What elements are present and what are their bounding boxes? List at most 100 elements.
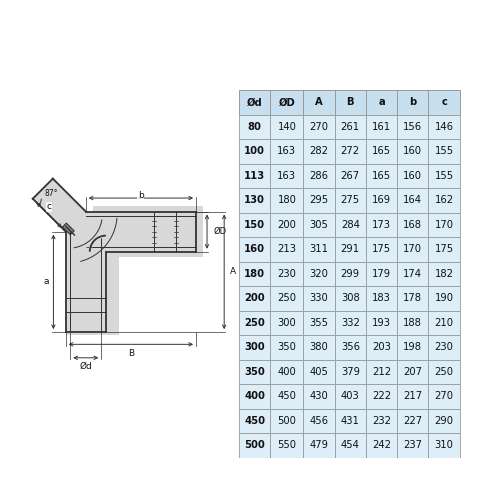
Bar	[366, 433, 397, 458]
Text: 87°: 87°	[45, 190, 59, 198]
Bar	[366, 237, 397, 262]
Bar	[334, 286, 366, 310]
Text: 140: 140	[278, 122, 296, 132]
Text: 320: 320	[310, 269, 328, 279]
Text: 230: 230	[278, 269, 296, 279]
Bar	[304, 90, 334, 114]
Bar	[270, 335, 304, 359]
Text: 203: 203	[372, 342, 391, 352]
Bar	[270, 237, 304, 262]
Bar	[397, 408, 428, 433]
Text: 500: 500	[244, 440, 265, 450]
Bar	[397, 286, 428, 310]
Bar	[334, 335, 366, 359]
Bar	[334, 433, 366, 458]
Bar	[397, 188, 428, 212]
Text: 430: 430	[310, 392, 328, 402]
Bar	[239, 114, 270, 139]
Text: 250: 250	[434, 367, 454, 377]
Bar	[428, 310, 460, 335]
Text: 175: 175	[434, 244, 454, 254]
Bar	[334, 262, 366, 286]
Text: 155: 155	[434, 171, 454, 181]
Text: 356: 356	[341, 342, 360, 352]
Bar	[304, 237, 334, 262]
Text: 227: 227	[403, 416, 422, 426]
Bar	[239, 139, 270, 164]
Bar	[334, 212, 366, 237]
Bar	[239, 188, 270, 212]
Text: 272: 272	[340, 146, 360, 156]
Bar	[428, 237, 460, 262]
Text: 350: 350	[244, 367, 265, 377]
Bar	[334, 408, 366, 433]
Bar	[366, 262, 397, 286]
Bar	[270, 212, 304, 237]
Bar	[428, 212, 460, 237]
Bar	[304, 139, 334, 164]
Text: 380: 380	[310, 342, 328, 352]
Bar	[334, 188, 366, 212]
Bar	[428, 433, 460, 458]
Bar	[334, 384, 366, 408]
Text: 156: 156	[403, 122, 422, 132]
Bar	[239, 408, 270, 433]
Bar	[366, 286, 397, 310]
Text: 188: 188	[404, 318, 422, 328]
Bar	[397, 335, 428, 359]
Bar	[334, 90, 366, 114]
Bar	[270, 408, 304, 433]
Bar	[397, 164, 428, 188]
Bar	[239, 360, 270, 384]
Bar	[334, 360, 366, 384]
Text: 179: 179	[372, 269, 391, 279]
Bar	[304, 360, 334, 384]
Bar	[334, 164, 366, 188]
Text: 310: 310	[434, 440, 454, 450]
Text: 164: 164	[404, 196, 422, 205]
Text: 295: 295	[310, 196, 328, 205]
Text: A: A	[315, 98, 323, 108]
Bar	[397, 262, 428, 286]
Bar	[239, 433, 270, 458]
Text: 163: 163	[278, 146, 296, 156]
Text: 170: 170	[434, 220, 454, 230]
Bar	[428, 408, 460, 433]
Text: 403: 403	[341, 392, 359, 402]
Bar	[68, 232, 119, 334]
Text: 160: 160	[404, 171, 422, 181]
Bar	[270, 164, 304, 188]
Bar	[270, 114, 304, 139]
Text: 275: 275	[340, 196, 360, 205]
Text: 267: 267	[340, 171, 360, 181]
Text: 305: 305	[310, 220, 328, 230]
Text: 250: 250	[244, 318, 265, 328]
Text: 173: 173	[372, 220, 391, 230]
Text: 300: 300	[244, 342, 265, 352]
Text: 207: 207	[404, 367, 422, 377]
Text: B: B	[346, 98, 354, 108]
Bar	[239, 286, 270, 310]
Bar	[334, 237, 366, 262]
Text: 350: 350	[278, 342, 296, 352]
Text: 500: 500	[278, 416, 296, 426]
Text: 400: 400	[278, 367, 296, 377]
Text: c: c	[46, 202, 52, 211]
Text: 230: 230	[434, 342, 454, 352]
Bar	[270, 310, 304, 335]
Text: 198: 198	[404, 342, 422, 352]
Text: 284: 284	[341, 220, 359, 230]
Bar	[239, 164, 270, 188]
Text: 330: 330	[310, 294, 328, 304]
Bar	[93, 206, 204, 258]
Text: 270: 270	[434, 392, 454, 402]
Text: 169: 169	[372, 196, 391, 205]
Text: 178: 178	[404, 294, 422, 304]
Text: 170: 170	[404, 244, 422, 254]
Bar	[304, 114, 334, 139]
Bar	[239, 212, 270, 237]
Bar	[334, 310, 366, 335]
Text: 193: 193	[372, 318, 391, 328]
Bar	[239, 90, 270, 114]
Text: 308: 308	[341, 294, 359, 304]
